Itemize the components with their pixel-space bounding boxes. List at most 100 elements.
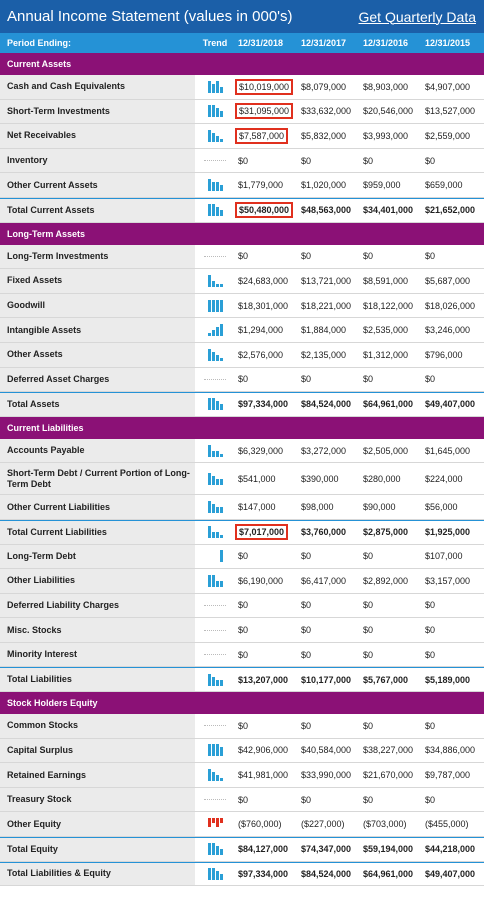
table-row: Other Assets $2,576,000 $2,135,000 $1,312,0… [0, 342, 484, 368]
value-cell: $18,221,000 [301, 300, 352, 311]
table-row: Cash and Cash Equivalents $10,019,000 $8,0… [0, 75, 484, 100]
period-header: 12/31/2017 [301, 38, 347, 48]
value-cell: $5,767,000 [363, 674, 409, 685]
table-row: Common Stocks $0 $0 $0 $0 [0, 714, 484, 739]
value-cell: $659,000 [425, 180, 463, 191]
trend-bar [219, 138, 223, 142]
trend-empty-line [204, 799, 226, 801]
trend-bar [207, 299, 211, 312]
trend-sparkline [195, 545, 235, 569]
page-title: Annual Income Statement (values in 000's… [7, 8, 293, 25]
trend-bar [215, 354, 219, 361]
trend-sparkline [195, 368, 235, 392]
value-cell: $2,576,000 [238, 349, 284, 360]
trend-bar [215, 580, 219, 587]
value-cell: $7,017,000 [235, 521, 297, 544]
table-row: Total Assets $97,334,000 $84,524,000 $64,96… [0, 392, 484, 417]
trend-bar [215, 507, 219, 514]
row-label: Other Equity [0, 812, 195, 837]
value-cell: $0 [301, 551, 312, 562]
value-cell: $0 [363, 649, 374, 660]
table-row: Accounts Payable $6,329,000 $3,272,000 $2,5… [0, 438, 484, 464]
trend-bar [215, 207, 219, 217]
value-cell: $1,020,000 [301, 180, 347, 191]
period-ending-header: Period Ending: [7, 37, 71, 48]
trend-sparkline [195, 393, 235, 416]
table-row: Treasury Stock $0 $0 $0 $0 [0, 787, 484, 813]
value-cell: $97,334,000 [238, 399, 289, 410]
value-cell: $21,670,000 [363, 770, 414, 781]
value-cell: $0 [425, 374, 436, 385]
value-cell: $24,683,000 [238, 275, 289, 286]
value-cell: $84,127,000 [238, 844, 289, 855]
value-cell: $0 [238, 600, 249, 611]
trend-bar [207, 204, 211, 217]
get-quarterly-data-link[interactable]: Get Quarterly Data [358, 8, 477, 25]
value-cell: $8,903,000 [363, 81, 409, 92]
trend-bar [215, 450, 219, 457]
highlighted-value: $7,587,000 [235, 127, 289, 144]
row-label: Other Current Assets [0, 173, 195, 197]
trend-sparkline [195, 594, 235, 618]
table-row: Capital Surplus $42,906,000 $40,584,000 $38… [0, 738, 484, 764]
value-cell: $5,189,000 [425, 674, 471, 685]
value-cell: $3,760,000 [301, 527, 347, 538]
row-label: Total Assets [0, 393, 195, 416]
value-cell: $40,584,000 [301, 745, 352, 756]
value-cell: $84,524,000 [301, 868, 352, 879]
table-row: Other Current Liabilities $147,000 $98,000… [0, 495, 484, 520]
value-cell: $2,875,000 [363, 527, 409, 538]
value-cell: $0 [238, 551, 249, 562]
trend-bar [219, 507, 223, 514]
trend-bar [207, 80, 211, 93]
trend-bar [207, 274, 211, 287]
value-cell: $31,095,000 [235, 100, 297, 124]
trend-sparkline [195, 495, 235, 519]
table-row: Minority Interest $0 $0 $0 $0 [0, 642, 484, 668]
value-cell: $13,527,000 [425, 106, 476, 117]
highlighted-value: $10,019,000 [235, 78, 294, 95]
value-cell: $56,000 [425, 502, 458, 513]
trend-sparkline [195, 100, 235, 124]
row-label: Total Current Assets [0, 198, 195, 222]
highlighted-value: $50,480,000 [235, 202, 294, 219]
value-cell: $0 [238, 649, 249, 660]
trend-bar [207, 867, 211, 880]
table-row: Long-Term Investments $0 $0 $0 $0 [0, 244, 484, 270]
period-header: 12/31/2018 [238, 38, 284, 48]
table-body: Current Assets Cash and Cash Equivalents $… [0, 53, 484, 887]
trend-sparkline [195, 245, 235, 269]
value-cell: $0 [363, 374, 374, 385]
row-label: Other Assets [0, 342, 195, 367]
trend-bar [219, 185, 223, 192]
trend-bar [215, 327, 219, 337]
trend-sparkline [195, 788, 235, 812]
trend-sparkline [195, 739, 235, 763]
value-cell: $541,000 [238, 473, 276, 484]
trend-bar [211, 772, 215, 782]
table-row: Total Current Liabilities $7,017,000 $3,76… [0, 519, 484, 545]
title-bar: Annual Income Statement (values in 000's… [0, 0, 484, 33]
row-label: Other Current Liabilities [0, 495, 195, 519]
trend-bar [207, 769, 211, 782]
trend-bar [215, 299, 219, 312]
value-cell: $0 [425, 600, 436, 611]
value-cell: $0 [363, 251, 374, 262]
trend-sparkline [195, 643, 235, 667]
trend-bar [211, 532, 215, 539]
value-cell: $49,407,000 [425, 399, 476, 410]
trend-bar [219, 324, 223, 337]
trend-bar [211, 867, 215, 880]
trend-sparkline [195, 569, 235, 593]
trend-sparkline [195, 521, 235, 544]
trend-bar [207, 179, 211, 192]
trend-bar [219, 210, 223, 217]
trend-sparkline [195, 149, 235, 173]
trend-empty-line [204, 160, 226, 162]
table-row: Short-Term Investments $31,095,000 $33,632… [0, 99, 484, 125]
trend-bar [207, 444, 211, 457]
trend-bar [207, 526, 211, 539]
value-cell: ($227,000) [301, 819, 345, 830]
trend-sparkline [195, 463, 235, 494]
trend-bar [211, 330, 215, 337]
